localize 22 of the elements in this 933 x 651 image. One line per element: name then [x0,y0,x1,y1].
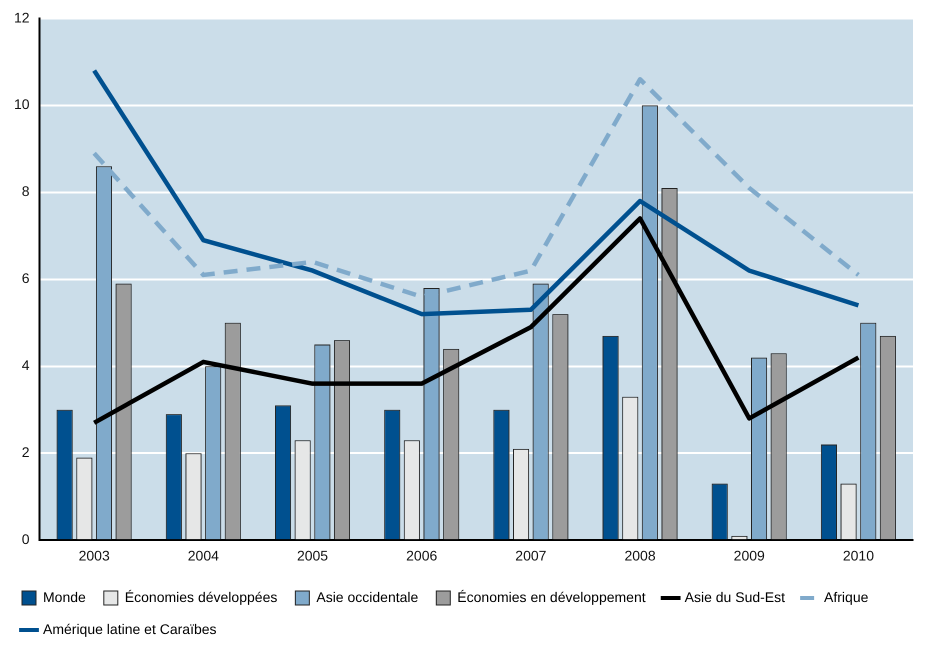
legend-label: Économies en développement [457,588,646,605]
x-tick-label: 2004 [188,547,220,564]
x-tick-label: 2005 [296,547,328,564]
x-tick-label: 2010 [842,547,874,564]
y-tick-label: 6 [22,270,30,286]
legend-label: Asie occidentale [316,588,419,605]
legend-label: Asie du Sud-Est [684,588,786,605]
y-tick-label: 4 [22,357,30,374]
legend-label: Amérique latine et Caraïbes [43,620,217,637]
x-tick-label: 2009 [734,547,766,564]
y-tick-label: 12 [14,9,30,26]
legend-label: Monde [43,588,86,605]
y-tick-label: 8 [22,183,30,200]
x-tick-label: 2007 [515,547,547,564]
legend-label: Afrique [824,588,869,605]
y-tick-label: 10 [14,96,30,112]
x-tick-label: 2006 [406,547,438,564]
y-tick-label: 2 [22,444,30,460]
x-tick-label: 2008 [624,547,656,564]
y-tick-label: 0 [22,531,30,548]
legend-label: Économies développées [124,588,278,605]
x-tick-label: 2003 [78,547,110,564]
